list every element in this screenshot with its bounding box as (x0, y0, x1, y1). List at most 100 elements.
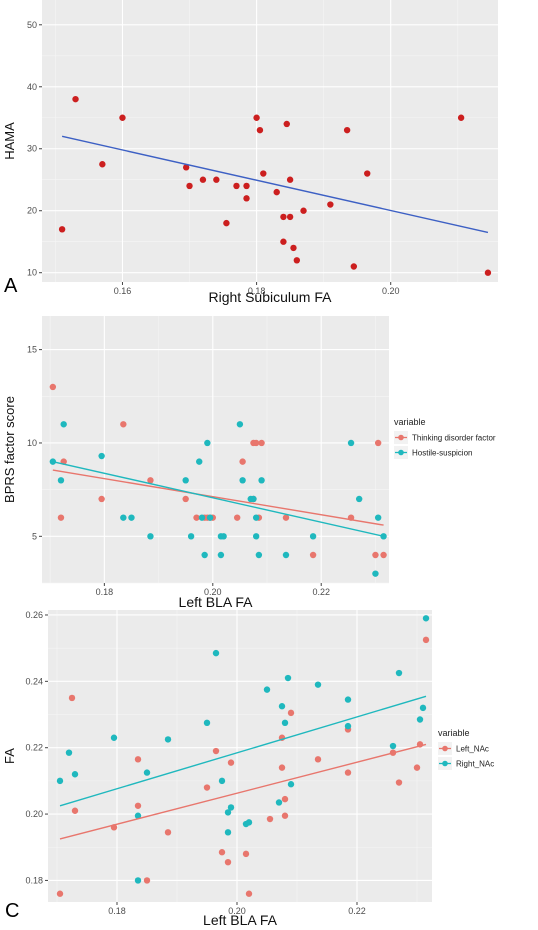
y-axis-label: HAMA (2, 122, 17, 160)
data-point (258, 477, 265, 484)
data-point (355, 495, 363, 503)
data-point (266, 815, 274, 823)
data-point (134, 877, 142, 884)
data-point (245, 819, 253, 826)
legend-entry: Right_NAc (456, 760, 494, 769)
data-point (245, 890, 253, 897)
data-point (120, 514, 127, 521)
data-point (224, 858, 232, 866)
data-point (263, 686, 271, 693)
y-tick-label: 0.24 (25, 676, 43, 686)
x-axis-label: Left BLA FA (179, 594, 254, 610)
data-point (65, 749, 73, 756)
data-point (98, 495, 105, 503)
data-point (282, 514, 290, 521)
data-point (422, 615, 430, 622)
data-point (260, 170, 267, 177)
data-point (199, 176, 207, 183)
data-point (280, 213, 287, 221)
y-tick-label: 30 (27, 144, 37, 154)
minor-grid (42, 316, 389, 584)
data-point (58, 226, 66, 233)
data-point (282, 551, 290, 559)
data-point (457, 114, 465, 121)
legend: variable Left_NAc Right_NAc (438, 728, 494, 770)
data-point (243, 195, 250, 202)
data-point (255, 551, 263, 559)
plot-background (48, 610, 432, 902)
legend-key-point (442, 745, 448, 752)
legend-title: variable (438, 728, 470, 738)
legend-key (394, 431, 408, 444)
data-point (233, 514, 241, 521)
data-point (220, 533, 227, 540)
data-point (223, 219, 230, 227)
data-point (243, 182, 250, 190)
regression-line (52, 469, 384, 526)
data-point (49, 383, 57, 391)
x-tick-label: 0.18 (96, 587, 114, 597)
data-point (239, 477, 246, 484)
y-tick-label: 40 (27, 82, 37, 92)
data-point (204, 439, 211, 447)
y-tick-label: 0.18 (25, 875, 43, 885)
data-point (99, 161, 106, 168)
x-tick-label: 0.20 (228, 906, 246, 916)
x-axis-label: Left BLA FA (203, 912, 278, 928)
series-1-points (56, 615, 430, 884)
data-point (309, 533, 317, 540)
data-point (147, 477, 154, 484)
data-point (253, 114, 260, 121)
data-point (286, 176, 294, 183)
data-point (224, 829, 232, 836)
legend-title: variable (394, 417, 426, 427)
series-0-points (56, 636, 430, 897)
data-point (164, 829, 172, 836)
data-point (290, 244, 297, 252)
data-point (413, 764, 421, 771)
data-point (372, 551, 379, 559)
data-point (233, 182, 240, 190)
data-point (416, 716, 424, 723)
data-point (286, 213, 294, 221)
data-point (71, 771, 79, 778)
legend-key-point (398, 449, 404, 456)
data-point (422, 636, 430, 644)
data-point (389, 742, 397, 750)
data-point (395, 669, 403, 677)
legend-key-point (442, 760, 448, 767)
major-grid: 0.16 0.18 0.20 10 20 30 40 50 (27, 0, 498, 296)
legend: variable Thinking disorder factor Hostile-… (394, 417, 496, 459)
data-point (182, 495, 189, 503)
data-point (110, 734, 118, 741)
data-point (395, 779, 403, 786)
data-point (372, 570, 379, 577)
data-point (278, 764, 286, 771)
data-point (56, 890, 64, 897)
y-axis-label: BPRS factor score (2, 396, 17, 503)
data-point (57, 477, 65, 484)
data-point (239, 458, 246, 465)
data-point (275, 799, 283, 806)
x-tick-label: 0.18 (108, 906, 126, 916)
data-point (212, 747, 220, 755)
data-point (327, 201, 334, 208)
data-point (68, 694, 76, 702)
data-point (287, 781, 295, 788)
y-tick-label: 0.22 (25, 743, 43, 753)
panel-a-chart: 0.16 0.18 0.20 10 20 30 40 50 Right Subiculum FA… (2, 0, 498, 305)
data-point (281, 795, 289, 803)
data-point (164, 736, 172, 743)
data-point (193, 514, 200, 521)
x-tick-label: 0.22 (312, 587, 330, 597)
data-point (224, 809, 232, 816)
major-grid: 0.18 0.20 0.22 5 10 15 (27, 316, 389, 597)
y-axis-label: FA (2, 748, 17, 764)
data-point (128, 514, 135, 521)
data-point (182, 477, 189, 484)
data-point (56, 777, 64, 785)
data-point (198, 514, 206, 521)
legend-entry: Thinking disorder factor (412, 434, 496, 443)
data-point (256, 126, 264, 134)
data-point (293, 257, 301, 264)
